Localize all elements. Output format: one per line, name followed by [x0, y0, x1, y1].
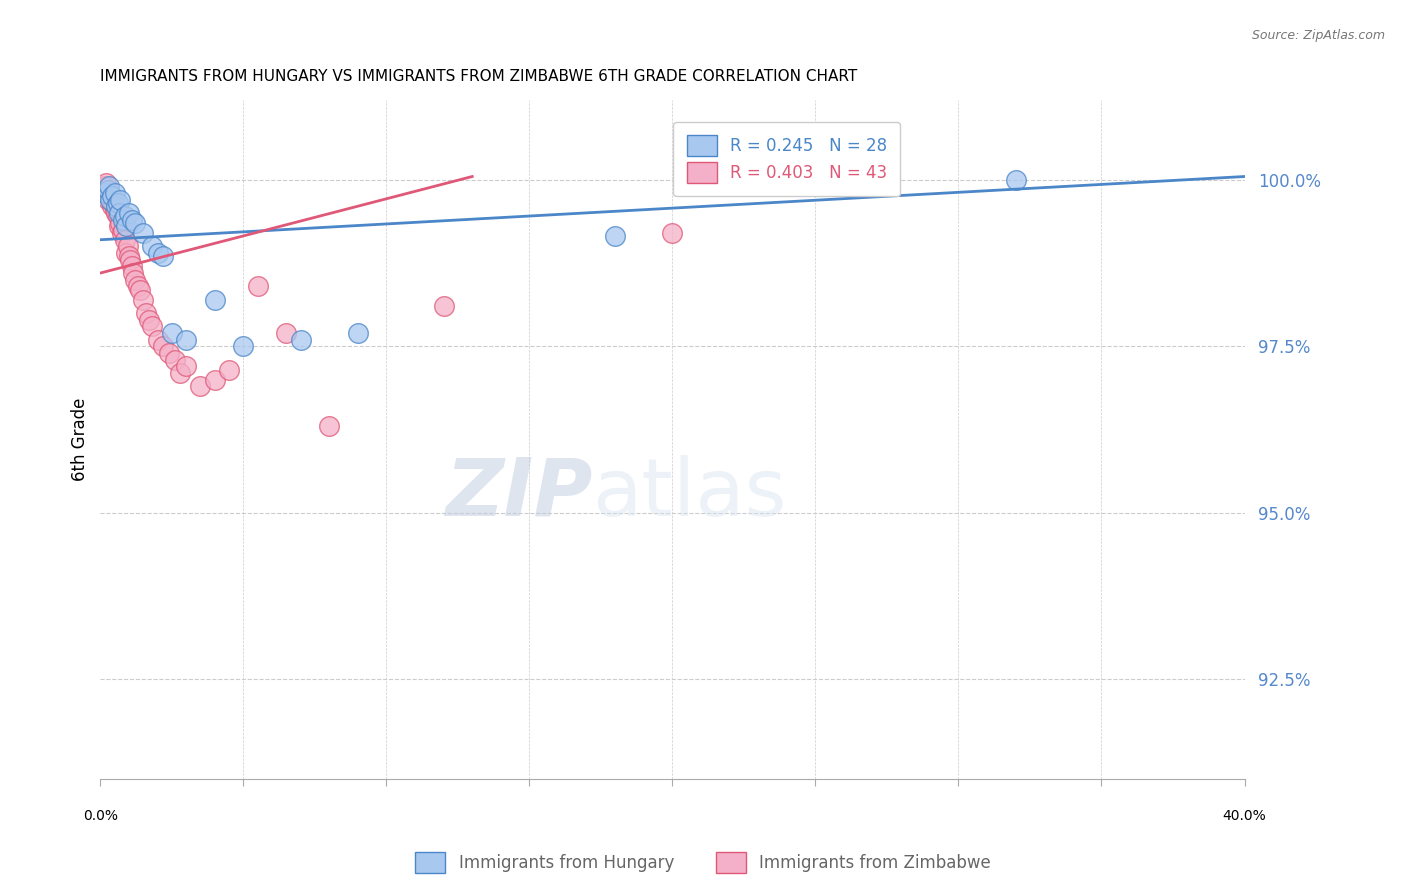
- Point: [246, 279, 269, 293]
- Point: [96, 183, 118, 197]
- Point: [114, 233, 136, 247]
- Point: [1004, 173, 1026, 187]
- Point: [97, 189, 120, 203]
- Point: [346, 326, 368, 340]
- Point: [138, 312, 160, 326]
- Point: [107, 210, 129, 224]
- Point: [104, 202, 127, 217]
- Point: [661, 226, 683, 240]
- Point: [115, 219, 138, 234]
- Point: [111, 226, 134, 240]
- Point: [108, 219, 131, 234]
- Point: [160, 326, 183, 340]
- Point: [605, 229, 627, 244]
- Point: [146, 333, 169, 347]
- Point: [104, 186, 127, 201]
- Point: [124, 216, 146, 230]
- Text: 0.0%: 0.0%: [83, 809, 118, 823]
- Point: [204, 293, 226, 307]
- Point: [114, 210, 136, 224]
- Point: [93, 186, 115, 201]
- Point: [120, 252, 142, 267]
- Point: [103, 196, 125, 211]
- Point: [118, 249, 141, 263]
- Point: [118, 206, 141, 220]
- Point: [135, 306, 157, 320]
- Point: [146, 246, 169, 260]
- Point: [124, 273, 146, 287]
- Point: [101, 189, 124, 203]
- Point: [163, 352, 186, 367]
- Point: [121, 212, 143, 227]
- Point: [107, 196, 129, 211]
- Point: [110, 193, 132, 207]
- Text: IMMIGRANTS FROM HUNGARY VS IMMIGRANTS FROM ZIMBABWE 6TH GRADE CORRELATION CHART: IMMIGRANTS FROM HUNGARY VS IMMIGRANTS FR…: [100, 69, 858, 84]
- Point: [98, 193, 121, 207]
- Point: [290, 333, 312, 347]
- Point: [121, 260, 143, 274]
- Text: Source: ZipAtlas.com: Source: ZipAtlas.com: [1251, 29, 1385, 42]
- Point: [141, 319, 163, 334]
- Point: [204, 372, 226, 386]
- Point: [169, 366, 191, 380]
- Point: [190, 379, 212, 393]
- Point: [152, 339, 174, 353]
- Text: atlas: atlas: [592, 455, 787, 533]
- Point: [129, 283, 152, 297]
- Point: [174, 359, 197, 374]
- Point: [97, 179, 120, 194]
- Text: 40.0%: 40.0%: [1223, 809, 1267, 823]
- Point: [91, 183, 114, 197]
- Point: [141, 239, 163, 253]
- Point: [112, 223, 135, 237]
- Text: ZIP: ZIP: [444, 455, 592, 533]
- Point: [218, 362, 240, 376]
- Point: [127, 279, 149, 293]
- Point: [98, 186, 121, 201]
- Point: [132, 293, 155, 307]
- Point: [157, 346, 180, 360]
- Point: [152, 249, 174, 263]
- Point: [94, 176, 117, 190]
- Point: [433, 299, 456, 313]
- Point: [117, 239, 139, 253]
- Point: [276, 326, 298, 340]
- Point: [93, 179, 115, 194]
- Point: [174, 333, 197, 347]
- Point: [96, 193, 118, 207]
- Legend: Immigrants from Hungary, Immigrants from Zimbabwe: Immigrants from Hungary, Immigrants from…: [409, 846, 997, 880]
- Point: [110, 216, 132, 230]
- Point: [122, 266, 145, 280]
- Point: [115, 246, 138, 260]
- Legend: R = 0.245   N = 28, R = 0.403   N = 43: R = 0.245 N = 28, R = 0.403 N = 43: [673, 122, 900, 196]
- Y-axis label: 6th Grade: 6th Grade: [72, 398, 89, 481]
- Point: [318, 419, 340, 434]
- Point: [132, 226, 155, 240]
- Point: [101, 199, 124, 213]
- Point: [112, 212, 135, 227]
- Point: [232, 339, 254, 353]
- Point: [105, 199, 128, 213]
- Point: [108, 206, 131, 220]
- Point: [105, 206, 128, 220]
